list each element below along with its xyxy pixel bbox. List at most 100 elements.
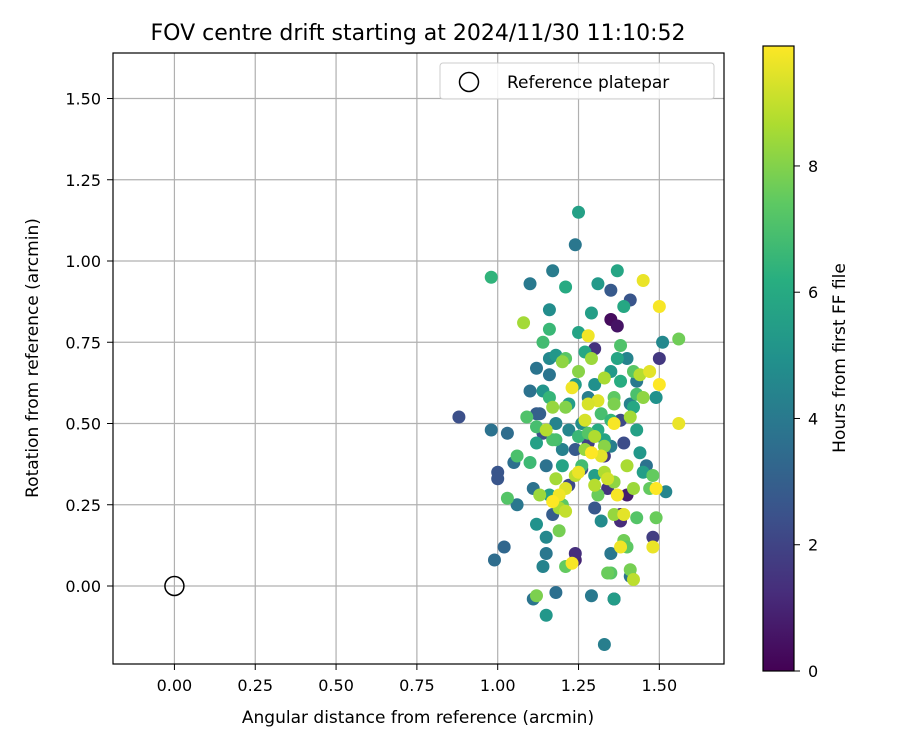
data-point-74 — [610, 264, 624, 278]
y-tick-label-2: 0.50 — [65, 415, 101, 434]
data-point-134 — [517, 316, 531, 330]
data-point-34 — [510, 498, 524, 512]
data-point-177 — [546, 495, 560, 508]
data-point-178 — [617, 508, 631, 521]
reference-platepar-marker — [164, 575, 185, 597]
data-point-153 — [588, 430, 602, 443]
colorbar-tick-label-2: 4 — [808, 409, 818, 428]
x-tick-label-0: 0.00 — [157, 676, 193, 695]
colorbar-ticks: 0 2 4 6 8 — [794, 157, 818, 681]
data-point-40 — [539, 547, 553, 560]
data-point-140 — [559, 400, 573, 414]
data-point-100 — [542, 391, 556, 404]
data-point-47 — [584, 589, 598, 603]
data-point-57 — [539, 530, 553, 544]
data-point-132 — [607, 397, 621, 411]
data-point-25 — [588, 501, 602, 515]
data-point-7 — [652, 352, 666, 365]
data-point-164 — [652, 378, 666, 391]
colorbar-label: Hours from first FF file — [830, 263, 850, 453]
data-point-103 — [510, 449, 524, 463]
data-point-61 — [594, 514, 608, 528]
data-point-54 — [656, 335, 670, 349]
data-point-66 — [588, 378, 602, 391]
data-point-38 — [542, 368, 556, 382]
y-tick-label-4: 1.00 — [65, 252, 101, 271]
data-point-87 — [610, 352, 624, 365]
data-point-173 — [601, 472, 615, 486]
data-point-115 — [614, 339, 628, 352]
data-point-156 — [559, 504, 573, 518]
y-tick-label-1: 0.25 — [65, 496, 101, 515]
data-point-39 — [539, 459, 553, 473]
data-point-10 — [568, 547, 582, 560]
data-point-168 — [578, 413, 592, 427]
data-point-60 — [549, 417, 563, 430]
x-tick-label-3: 0.75 — [399, 676, 435, 695]
data-point-8 — [646, 530, 660, 544]
data-point-1 — [610, 319, 624, 333]
colorbar-gradient — [762, 45, 795, 672]
data-point-148 — [620, 459, 634, 473]
data-point-180 — [646, 540, 660, 554]
data-point-98 — [542, 322, 556, 336]
data-point-149 — [626, 482, 640, 495]
data-point-163 — [643, 365, 657, 378]
data-point-165 — [672, 417, 686, 430]
data-point-73 — [572, 205, 586, 219]
data-point-99 — [536, 335, 550, 349]
data-point-182 — [565, 556, 579, 570]
data-point-28 — [568, 443, 582, 456]
data-point-62 — [542, 303, 556, 317]
data-point-43 — [568, 238, 582, 252]
data-point-138 — [572, 365, 586, 378]
x-tick-label-6: 1.50 — [642, 676, 678, 695]
x-tick-label-5: 1.25 — [561, 676, 597, 695]
data-point-152 — [597, 439, 611, 453]
legend-box — [439, 62, 715, 100]
legend-entry-reference: Reference platepar — [507, 73, 669, 93]
data-point-123 — [623, 563, 637, 577]
legend: Reference platepar — [439, 62, 715, 100]
data-point-183 — [581, 397, 595, 411]
data-point-108 — [546, 433, 560, 447]
data-point-88 — [630, 423, 644, 437]
data-point-119 — [649, 511, 663, 525]
y-tick-label-5: 1.25 — [65, 171, 101, 190]
data-point-41 — [549, 586, 563, 599]
data-point-81 — [529, 436, 543, 450]
data-point-14 — [452, 410, 466, 424]
data-point-161 — [652, 300, 666, 313]
data-point-133 — [591, 488, 605, 502]
colorbar-tick-label-1: 2 — [808, 536, 818, 555]
data-point-31 — [484, 423, 498, 437]
data-point-48 — [604, 547, 618, 560]
data-points — [452, 205, 686, 651]
data-point-151 — [623, 410, 637, 424]
data-point-71 — [529, 517, 543, 531]
data-point-128 — [529, 589, 543, 603]
data-point-20 — [617, 436, 631, 450]
data-point-29 — [497, 540, 511, 554]
data-point-77 — [617, 300, 631, 313]
data-point-162 — [581, 329, 595, 343]
data-point-65 — [620, 352, 634, 365]
data-point-160 — [636, 274, 650, 287]
data-point-171 — [584, 446, 598, 460]
data-point-139 — [546, 400, 560, 414]
legend-marker-icon — [458, 71, 480, 93]
data-point-120 — [630, 511, 644, 525]
data-point-172 — [572, 465, 586, 479]
data-point-157 — [607, 508, 621, 521]
data-point-78 — [559, 280, 573, 294]
data-point-89 — [633, 446, 647, 460]
data-point-68 — [649, 391, 663, 404]
y-tick-label-6: 1.50 — [65, 90, 101, 109]
data-point-95 — [614, 374, 628, 388]
data-point-179 — [614, 540, 628, 554]
data-point-69 — [539, 608, 553, 622]
data-point-118 — [646, 469, 660, 482]
data-point-91 — [626, 400, 640, 414]
